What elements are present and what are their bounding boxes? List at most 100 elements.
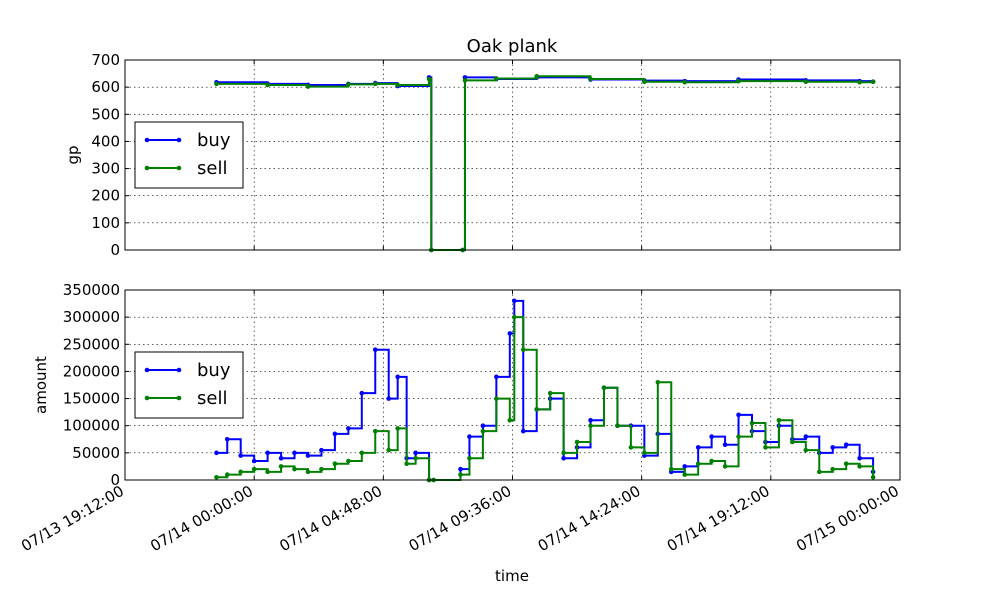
data-point-sell: [265, 469, 270, 475]
data-point-sell: [870, 474, 876, 480]
data-point-buy: [238, 453, 244, 458]
data-point-sell: [467, 455, 472, 461]
data-point-sell: [736, 434, 741, 439]
data-point-buy: [480, 423, 486, 429]
data-point-sell: [305, 84, 311, 89]
data-point-sell: [790, 439, 795, 445]
series-sell: [214, 73, 876, 253]
data-point-sell: [494, 396, 499, 401]
data-point-buy: [494, 374, 499, 380]
data-point-buy: [695, 445, 701, 450]
data-point-sell: [588, 423, 593, 429]
series-line-buy: [216, 76, 875, 251]
bottom-y-axis-title: amount: [32, 356, 50, 414]
data-point-sell: [426, 76, 432, 82]
data-point-buy: [736, 412, 741, 418]
y-tick-label: 400: [91, 132, 120, 150]
data-point-buy: [292, 450, 297, 456]
data-point-buy: [305, 453, 311, 458]
data-point-sell: [359, 450, 365, 456]
legend-marker: [144, 137, 150, 143]
data-point-sell: [511, 314, 517, 320]
data-point-sell: [588, 76, 593, 82]
bottom-legend: buy sell: [134, 351, 244, 419]
data-point-sell: [628, 445, 634, 450]
data-point-buy: [803, 434, 809, 439]
data-point-sell: [278, 464, 284, 469]
data-point-sell: [736, 78, 741, 84]
legend-marker: [176, 165, 182, 171]
data-point-sell: [709, 458, 714, 464]
data-point-buy: [332, 431, 338, 437]
data-point-sell: [857, 464, 862, 469]
data-point-buy: [251, 458, 257, 464]
data-point-buy: [857, 455, 862, 461]
data-point-buy: [359, 390, 365, 396]
data-point-sell: [642, 450, 647, 456]
data-point-sell: [372, 81, 378, 87]
data-point-buy: [278, 455, 284, 461]
data-point-buy: [467, 434, 472, 439]
series-buy: [214, 75, 876, 253]
x-tick-label: 07/14 14:24:00: [535, 482, 644, 555]
legend-label-buy: buy: [197, 130, 231, 151]
data-point-sell: [458, 472, 463, 477]
data-point-buy: [372, 347, 378, 353]
x-tick-label: 07/14 04:48:00: [276, 482, 385, 555]
data-point-buy: [224, 436, 230, 442]
data-point-sell: [292, 466, 297, 472]
x-tick-label: 07/14 19:12:00: [664, 482, 773, 555]
x-tick-label: 07/14 00:00:00: [147, 482, 256, 555]
legend-box: [134, 351, 244, 419]
data-point-sell: [695, 461, 701, 467]
y-tick-label: 200: [91, 187, 120, 205]
y-tick-label: 350000: [63, 281, 120, 299]
y-tick-label: 50000: [72, 444, 120, 462]
data-point-sell: [224, 472, 230, 477]
data-point-sell: [404, 461, 409, 467]
data-point-buy: [588, 417, 593, 423]
legend-marker: [176, 367, 182, 373]
data-point-sell: [682, 79, 688, 85]
data-point-sell: [857, 79, 862, 85]
data-point-sell: [238, 469, 244, 475]
chart-title: Oak plank: [467, 36, 558, 57]
legend-marker: [144, 165, 150, 171]
data-point-sell: [507, 417, 513, 423]
data-point-sell: [870, 79, 876, 85]
data-point-buy: [722, 442, 728, 448]
top-plot-series: [214, 73, 876, 253]
data-point-buy: [386, 396, 392, 401]
x-tick-label: 07/14 09:36:00: [406, 482, 515, 555]
y-tick-label: 500: [91, 105, 120, 123]
data-point-sell: [265, 82, 270, 88]
data-point-sell: [346, 82, 351, 87]
data-point-sell: [803, 79, 809, 85]
data-point-sell: [480, 428, 486, 434]
data-point-buy: [319, 447, 324, 453]
y-tick-label: 200000: [63, 362, 120, 380]
data-point-sell: [776, 417, 782, 423]
y-tick-label: 250000: [63, 335, 120, 353]
data-point-sell: [386, 447, 392, 453]
y-tick-label: 300000: [63, 308, 120, 326]
data-point-sell: [332, 461, 338, 467]
legend-label-sell: sell: [197, 388, 227, 409]
data-point-sell: [319, 466, 324, 472]
data-point-sell: [763, 445, 768, 450]
data-point-sell: [749, 420, 755, 426]
legend-marker: [176, 395, 182, 401]
x-tick-label: 07/13 19:12:00: [18, 482, 127, 555]
data-point-buy: [561, 455, 566, 461]
data-point-buy: [830, 445, 836, 450]
legend-box: [134, 121, 244, 189]
top-plot-ticks: 0 100 200 300 400 500 600 700: [91, 51, 901, 259]
y-tick-label: 0: [110, 241, 120, 259]
data-point-sell: [395, 82, 400, 88]
data-point-buy: [214, 450, 219, 456]
data-point-sell: [561, 450, 566, 456]
y-tick-label: 0: [110, 471, 120, 489]
data-point-sell: [682, 472, 688, 477]
